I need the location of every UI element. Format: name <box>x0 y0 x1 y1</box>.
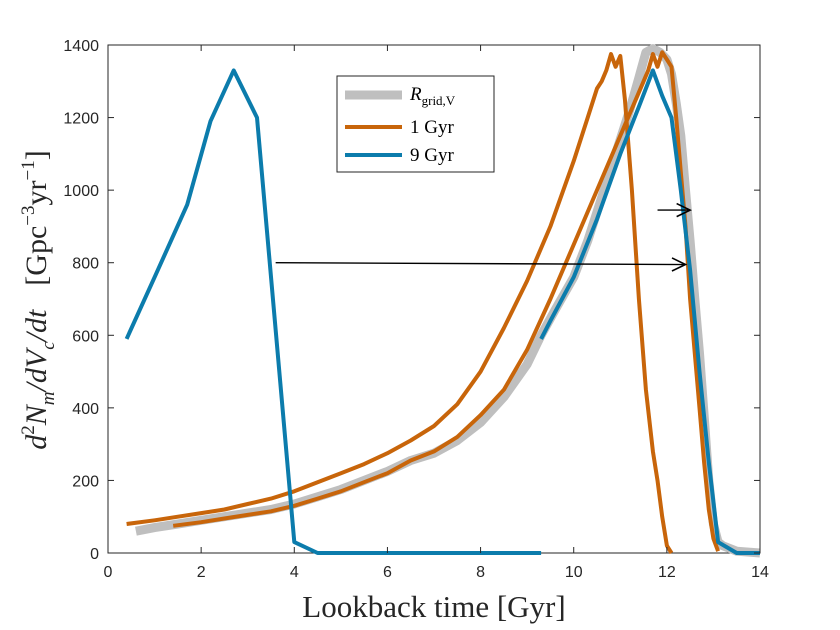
y-title-d: d <box>20 434 53 450</box>
x-tick-label: 8 <box>476 564 485 581</box>
y-tick-label: 200 <box>72 473 99 490</box>
arrow-head-2 <box>676 202 692 218</box>
legend-label-9gyr: 9 Gyr <box>410 145 454 166</box>
y-axis-title: d2Nm/dVc/dt [Gpc−3yr−1] <box>18 150 59 449</box>
legend-label-grid: Rgrid,V <box>409 84 456 108</box>
y-title-unit-open: [Gpc <box>20 226 53 286</box>
tick-layer: 0 2 4 6 8 10 12 14 0 200 400 600 800 1000 1200 1400 <box>63 38 769 581</box>
annotation-layer <box>275 202 692 272</box>
arrow-head-1 <box>671 257 688 272</box>
y-title-unit-yr: yr <box>20 180 53 205</box>
x-tick-label: 0 <box>104 564 113 581</box>
x-axis-title: Lookback time [Gyr] <box>302 589 565 624</box>
y-title-m: m <box>38 391 59 405</box>
y-title-unit-exp1: −3 <box>18 205 39 225</box>
x-tick-label: 4 <box>290 564 299 581</box>
y-title-dv: /dV <box>20 346 53 393</box>
series-line-1-gyr <box>126 52 674 555</box>
y-title-n: N <box>20 403 53 426</box>
series-line-1-gyr-shifted <box>172 50 720 552</box>
x-tick-label: 6 <box>383 564 392 581</box>
arrow-shaft-1 <box>275 262 686 266</box>
y-title-unit-exp2: −1 <box>18 160 39 180</box>
y-tick-label: 1000 <box>63 183 99 200</box>
x-tick-label: 2 <box>197 564 206 581</box>
y-title-unit-close: ] <box>20 150 53 160</box>
y-tick-label: 400 <box>72 401 99 418</box>
series-line-9-gyr-shifted <box>539 68 760 555</box>
y-tick-label: 800 <box>72 256 99 273</box>
x-tick-label: 10 <box>565 564 583 581</box>
svg-text:d2Nm/dVc/dt[Gpc−3yr−1]: d2Nm/dVc/dt [Gpc−3yr−1] <box>18 150 59 449</box>
y-title-c: c <box>38 341 59 350</box>
x-tick-label: 14 <box>751 564 769 581</box>
y-tick-label: 600 <box>72 328 99 345</box>
x-tick-label: 12 <box>658 564 676 581</box>
series-line-9-gyr <box>124 68 542 555</box>
series-layer <box>124 44 761 558</box>
y-title-sup: 2 <box>18 425 39 435</box>
y-title-dt: /dt <box>20 309 53 343</box>
y-tick-label: 1200 <box>63 111 99 128</box>
y-tick-label: 0 <box>90 546 99 563</box>
legend-label-1gyr: 1 Gyr <box>410 117 454 138</box>
legend: Rgrid,V 1 Gyr 9 Gyr <box>336 75 495 173</box>
y-tick-label: 1400 <box>63 38 99 55</box>
